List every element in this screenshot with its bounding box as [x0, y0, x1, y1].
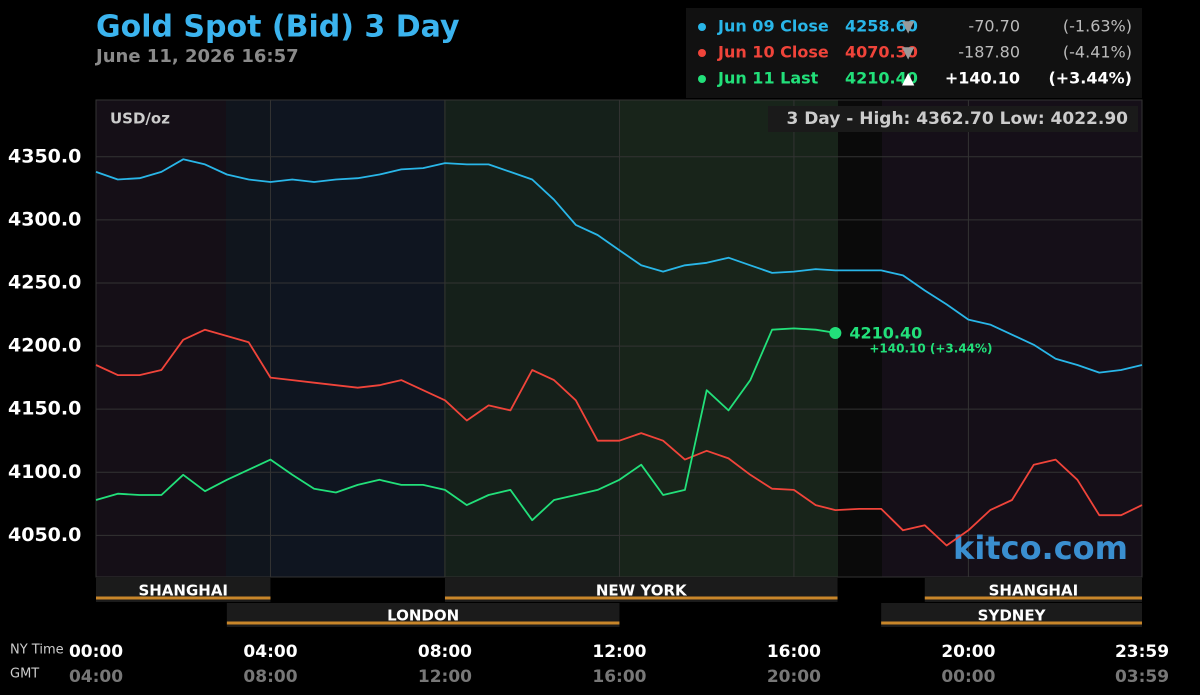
- legend-dot: [698, 75, 706, 83]
- x-tick-label: 12:00: [592, 642, 646, 662]
- series-line: [95, 327, 836, 522]
- legend-change: +140.10: [945, 69, 1020, 88]
- session-shade: [882, 100, 1142, 577]
- chart-subtitle: June 11, 2026 16:57: [94, 46, 299, 67]
- x-tick-label-gmt: 00:00: [941, 667, 995, 687]
- legend-value: 4070.30: [845, 43, 918, 62]
- session-label: SYDNEY: [978, 607, 1047, 625]
- legend-change: -187.80: [958, 43, 1020, 62]
- end-note: +140.10 (+3.44%): [869, 341, 992, 355]
- x-tick-label-gmt: 08:00: [243, 667, 297, 687]
- legend-box: [686, 8, 1142, 98]
- legend-name: Jun 10 Close: [717, 43, 829, 62]
- session-label: NEW YORK: [596, 582, 688, 600]
- legend-value: 4258.60: [845, 17, 918, 36]
- y-tick-label: 4350.0: [8, 145, 81, 167]
- range-note: 3 Day - High: 4362.70 Low: 4022.90: [786, 109, 1128, 129]
- legend-value: 4210.40: [845, 69, 918, 88]
- end-dot: [829, 326, 842, 339]
- session-shade: [444, 100, 619, 577]
- x-row-label: NY Time: [10, 643, 64, 658]
- legend-change: -70.70: [968, 17, 1020, 36]
- x-tick-label: 04:00: [243, 642, 297, 662]
- session-shade: [270, 100, 444, 577]
- y-tick-label: 4100.0: [8, 461, 81, 483]
- legend-arrow: ▼: [902, 17, 915, 36]
- legend-pct: (-4.41%): [1063, 43, 1132, 62]
- y-tick-label: 4050.0: [8, 524, 81, 546]
- y-tick-label: 4200.0: [8, 335, 81, 357]
- session-label: SHANGHAI: [989, 582, 1079, 600]
- session-shade: [619, 100, 838, 577]
- x-tick-label-gmt: 20:00: [767, 667, 821, 687]
- x-tick-label-gmt: 12:00: [418, 667, 472, 687]
- y-tick-label: 4250.0: [8, 271, 81, 293]
- range-note-bg: [768, 106, 1138, 132]
- plot-background: [96, 100, 1142, 577]
- session-shade: [838, 100, 882, 577]
- x-tick-label: 08:00: [418, 642, 472, 662]
- legend-pct: (-1.63%): [1063, 17, 1132, 36]
- legend-arrow: ▼: [902, 43, 915, 62]
- watermark: kitco.com: [953, 529, 1128, 567]
- legend-name: Jun 09 Close: [717, 17, 829, 36]
- legend-arrow: ▲: [902, 69, 915, 88]
- session-label: SHANGHAI: [138, 582, 228, 600]
- x-tick-label: 16:00: [767, 642, 821, 662]
- x-tick-label: 20:00: [941, 642, 995, 662]
- x-tick-label-gmt: 04:00: [69, 667, 123, 687]
- legend-name: Jun 11 Last: [717, 69, 819, 88]
- legend-dot: [698, 49, 706, 57]
- legend-pct: (+3.44%): [1048, 69, 1132, 88]
- series-line: [95, 158, 1143, 374]
- x-tick-label-gmt: 03:59: [1115, 667, 1169, 687]
- series-line: [95, 328, 1143, 547]
- x-row-label: GMT: [10, 667, 39, 682]
- y-tick-label: 4300.0: [8, 208, 81, 230]
- session-label: LONDON: [387, 607, 459, 625]
- legend-dot: [698, 23, 706, 31]
- x-tick-label: 00:00: [69, 642, 123, 662]
- end-label: 4210.40: [849, 323, 922, 342]
- unit-label: USD/oz: [110, 110, 170, 128]
- x-tick-label-gmt: 16:00: [592, 667, 646, 687]
- x-tick-label: 23:59: [1115, 642, 1169, 662]
- y-tick-label: 4150.0: [8, 398, 81, 420]
- chart-title: Gold Spot (Bid) 3 Day: [96, 10, 460, 45]
